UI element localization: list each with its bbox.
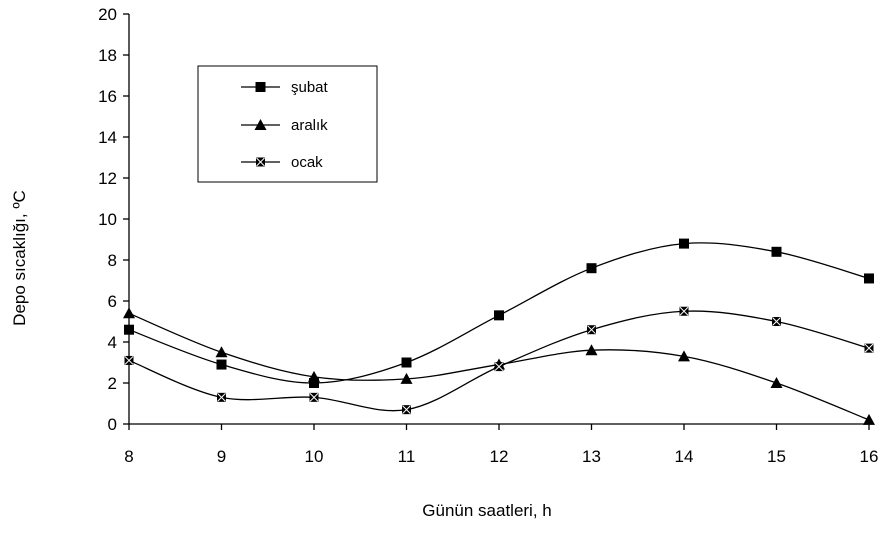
square-marker xyxy=(255,82,266,92)
data-point xyxy=(124,324,134,335)
x-tick-label: 15 xyxy=(767,447,786,466)
legend-item: aralık xyxy=(241,117,328,134)
legend: şubat aralık ocak xyxy=(197,65,378,183)
data-point xyxy=(216,359,227,370)
square-marker xyxy=(401,357,412,368)
data-point xyxy=(309,392,319,402)
data-point xyxy=(679,306,689,316)
y-tick-label: 18 xyxy=(98,46,117,65)
x-tick-label: 8 xyxy=(124,447,133,466)
legend-item: şubat xyxy=(241,79,329,96)
data-point xyxy=(772,317,781,326)
triangle-marker xyxy=(215,346,228,358)
data-point xyxy=(494,310,504,321)
data-point xyxy=(494,362,504,372)
star-cross-line xyxy=(256,157,265,167)
triangle-marker xyxy=(585,344,598,356)
data-point xyxy=(585,344,598,356)
triangle-marker xyxy=(400,372,413,384)
data-point xyxy=(864,343,874,353)
triangle-marker xyxy=(254,119,267,130)
data-point xyxy=(215,346,228,358)
square-marker xyxy=(771,246,782,257)
y-axis-title: Depo sıcaklığı, ºC xyxy=(10,190,29,326)
x-tick-label: 14 xyxy=(675,447,694,466)
star-cross-line xyxy=(587,325,596,335)
star-cross-line xyxy=(309,392,319,402)
data-point xyxy=(864,273,874,284)
data-point xyxy=(400,372,413,384)
x-tick-label: 9 xyxy=(217,447,226,466)
triangle-marker xyxy=(863,413,875,425)
data-point xyxy=(217,392,226,402)
triangle-marker xyxy=(123,307,135,319)
data-point xyxy=(124,355,134,365)
y-tick-label: 2 xyxy=(108,374,117,393)
data-point xyxy=(679,238,689,249)
y-tick-label: 20 xyxy=(98,5,117,24)
data-point xyxy=(309,378,319,388)
data-point xyxy=(771,246,782,257)
y-tick-label: 10 xyxy=(98,210,117,229)
square-marker xyxy=(124,324,134,335)
x-axis-title: Günün saatleri, h xyxy=(422,501,551,520)
star-cross-line xyxy=(864,343,874,353)
y-tick-label: 4 xyxy=(108,333,117,352)
x-tick-label: 13 xyxy=(582,447,601,466)
legend-box xyxy=(197,65,378,183)
data-point xyxy=(587,325,596,335)
legend-item: ocak xyxy=(241,154,323,171)
square-marker xyxy=(679,238,689,249)
data-point xyxy=(770,377,783,388)
legend-label: aralık xyxy=(291,117,328,134)
square-marker xyxy=(494,310,504,321)
axes: 0 2 4 6 8 10 12 14 16 18 20 8 9 10 11 12 13 14 15 16 xyxy=(98,5,878,466)
star-cross-line xyxy=(124,356,134,365)
square-marker xyxy=(216,359,227,370)
square-marker xyxy=(864,273,874,284)
y-tick-label: 8 xyxy=(108,251,117,270)
legend-label: şubat xyxy=(291,79,329,96)
star-cross-line xyxy=(494,362,504,371)
star-cross-line xyxy=(772,317,781,326)
data-point xyxy=(678,350,690,362)
x-tick-label: 16 xyxy=(860,447,879,466)
y-tick-label: 6 xyxy=(108,292,117,311)
legend-label: ocak xyxy=(291,154,323,171)
triangle-marker xyxy=(308,370,320,382)
y-tick-label: 12 xyxy=(98,169,117,188)
data-point xyxy=(586,263,597,274)
data-point xyxy=(256,157,265,167)
star-cross-line xyxy=(217,392,226,402)
data-point xyxy=(254,119,267,130)
triangle-marker xyxy=(770,377,783,388)
x-tick-label: 11 xyxy=(398,447,416,466)
series-ocak xyxy=(124,306,874,415)
data-point xyxy=(255,82,266,92)
y-tick-label: 0 xyxy=(108,415,117,434)
data-point xyxy=(863,413,875,425)
data-point xyxy=(308,370,320,382)
triangle-marker xyxy=(678,350,690,362)
x-tick-label: 12 xyxy=(490,447,509,466)
data-point xyxy=(123,307,135,319)
y-tick-label: 14 xyxy=(98,128,117,147)
data-point xyxy=(401,357,412,368)
y-tick-label: 16 xyxy=(98,87,117,106)
star-cross-line xyxy=(402,405,411,415)
data-point xyxy=(402,405,411,415)
series-group xyxy=(123,238,875,425)
square-marker xyxy=(309,378,319,388)
star-cross-line xyxy=(679,306,689,316)
x-tick-label: 10 xyxy=(305,447,324,466)
square-marker xyxy=(586,263,597,274)
series-şubat xyxy=(124,238,874,388)
